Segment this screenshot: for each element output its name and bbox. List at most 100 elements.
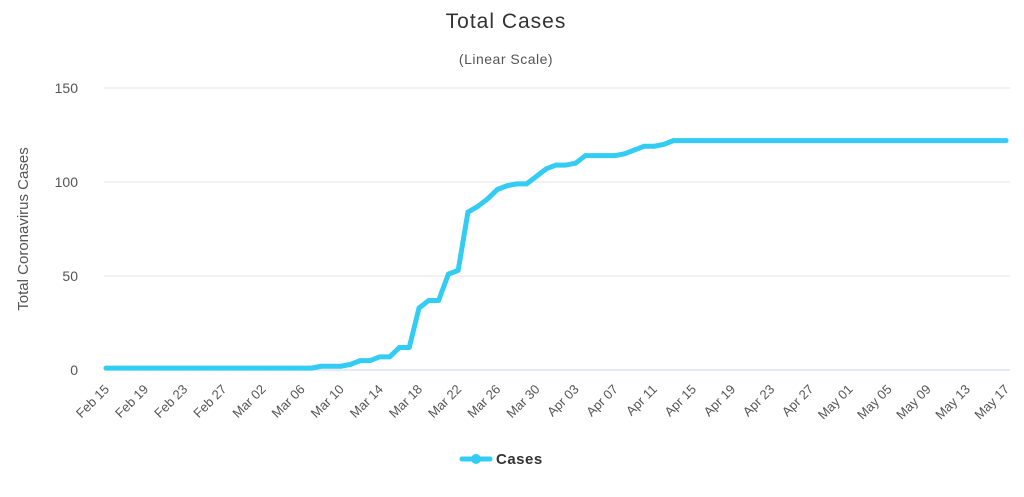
- data-point[interactable]: [534, 173, 539, 179]
- data-point[interactable]: [719, 138, 725, 144]
- series-line-cases[interactable]: [103, 138, 1009, 371]
- data-point[interactable]: [661, 142, 667, 147]
- data-point[interactable]: [250, 365, 256, 371]
- data-point[interactable]: [974, 138, 980, 144]
- data-point[interactable]: [181, 365, 187, 371]
- y-tick-label: 150: [55, 80, 79, 96]
- data-point[interactable]: [925, 138, 931, 144]
- data-point[interactable]: [759, 138, 764, 144]
- data-point[interactable]: [504, 183, 510, 189]
- data-point[interactable]: [788, 138, 794, 144]
- data-point[interactable]: [954, 138, 960, 144]
- data-point[interactable]: [592, 153, 598, 159]
- data-point[interactable]: [582, 153, 588, 159]
- data-point[interactable]: [915, 138, 921, 144]
- data-point[interactable]: [191, 365, 197, 371]
- data-point[interactable]: [895, 138, 901, 144]
- data-point[interactable]: [269, 365, 275, 371]
- data-point[interactable]: [710, 138, 715, 144]
- data-point[interactable]: [905, 138, 911, 144]
- data-point[interactable]: [651, 143, 657, 149]
- data-point[interactable]: [729, 138, 735, 144]
- data-point[interactable]: [807, 138, 813, 144]
- x-tick-label: Mar 22: [425, 382, 464, 421]
- data-point[interactable]: [240, 365, 246, 371]
- data-point[interactable]: [543, 166, 549, 172]
- data-point[interactable]: [279, 365, 285, 371]
- data-point[interactable]: [1003, 138, 1009, 144]
- data-point[interactable]: [612, 153, 618, 159]
- data-point[interactable]: [749, 138, 755, 144]
- data-point[interactable]: [103, 365, 109, 371]
- data-point[interactable]: [357, 358, 363, 363]
- data-point[interactable]: [426, 298, 432, 303]
- data-point[interactable]: [641, 143, 647, 149]
- data-point[interactable]: [739, 138, 745, 144]
- data-point[interactable]: [475, 204, 481, 209]
- data-point[interactable]: [553, 162, 559, 168]
- data-point[interactable]: [670, 138, 676, 144]
- data-point[interactable]: [817, 138, 823, 144]
- x-tick-label: Apr 15: [661, 382, 699, 420]
- x-tick-label: Feb 23: [151, 382, 190, 421]
- data-point[interactable]: [866, 138, 872, 144]
- data-point[interactable]: [348, 361, 353, 367]
- data-point[interactable]: [524, 181, 530, 187]
- data-point[interactable]: [289, 365, 295, 371]
- data-point[interactable]: [397, 345, 402, 350]
- data-point[interactable]: [123, 365, 128, 371]
- data-point[interactable]: [690, 138, 696, 144]
- data-point[interactable]: [299, 365, 305, 371]
- data-point[interactable]: [416, 305, 422, 311]
- data-point[interactable]: [113, 365, 119, 371]
- data-point[interactable]: [837, 138, 843, 144]
- data-point[interactable]: [680, 138, 686, 144]
- data-point[interactable]: [827, 138, 833, 144]
- data-point[interactable]: [514, 181, 520, 187]
- data-point[interactable]: [700, 138, 706, 144]
- data-point[interactable]: [876, 138, 882, 144]
- data-point[interactable]: [328, 363, 334, 369]
- data-point[interactable]: [387, 354, 393, 360]
- data-point[interactable]: [964, 138, 970, 144]
- data-point[interactable]: [132, 365, 138, 371]
- data-point[interactable]: [778, 138, 784, 144]
- data-point[interactable]: [445, 271, 451, 277]
- data-point[interactable]: [856, 138, 862, 144]
- data-point[interactable]: [622, 151, 627, 157]
- data-point[interactable]: [944, 138, 950, 144]
- legend-label-cases[interactable]: Cases: [496, 451, 543, 468]
- data-point[interactable]: [230, 365, 236, 371]
- data-point[interactable]: [494, 187, 500, 192]
- data-point[interactable]: [631, 147, 637, 153]
- data-point[interactable]: [602, 153, 608, 159]
- data-point[interactable]: [984, 138, 989, 144]
- data-point[interactable]: [563, 162, 569, 168]
- data-point[interactable]: [211, 365, 217, 371]
- data-point[interactable]: [338, 363, 344, 369]
- legend[interactable]: Cases: [459, 451, 543, 468]
- data-point[interactable]: [465, 209, 471, 215]
- data-point[interactable]: [162, 365, 168, 371]
- data-point[interactable]: [768, 138, 774, 144]
- data-point[interactable]: [485, 196, 490, 202]
- data-point[interactable]: [318, 363, 324, 369]
- data-point[interactable]: [152, 365, 158, 371]
- data-point[interactable]: [309, 365, 314, 371]
- data-point[interactable]: [142, 365, 148, 371]
- data-point[interactable]: [436, 298, 442, 303]
- data-point[interactable]: [367, 358, 373, 363]
- data-point[interactable]: [201, 365, 207, 371]
- data-point[interactable]: [406, 345, 412, 350]
- data-point[interactable]: [798, 138, 803, 144]
- data-point[interactable]: [260, 365, 265, 371]
- data-point[interactable]: [935, 138, 940, 144]
- data-point[interactable]: [886, 138, 892, 144]
- data-point[interactable]: [847, 138, 852, 144]
- data-point[interactable]: [993, 138, 999, 144]
- data-point[interactable]: [455, 267, 461, 273]
- data-point[interactable]: [172, 365, 177, 371]
- data-point[interactable]: [377, 354, 383, 360]
- data-point[interactable]: [220, 365, 226, 371]
- data-point[interactable]: [573, 160, 578, 166]
